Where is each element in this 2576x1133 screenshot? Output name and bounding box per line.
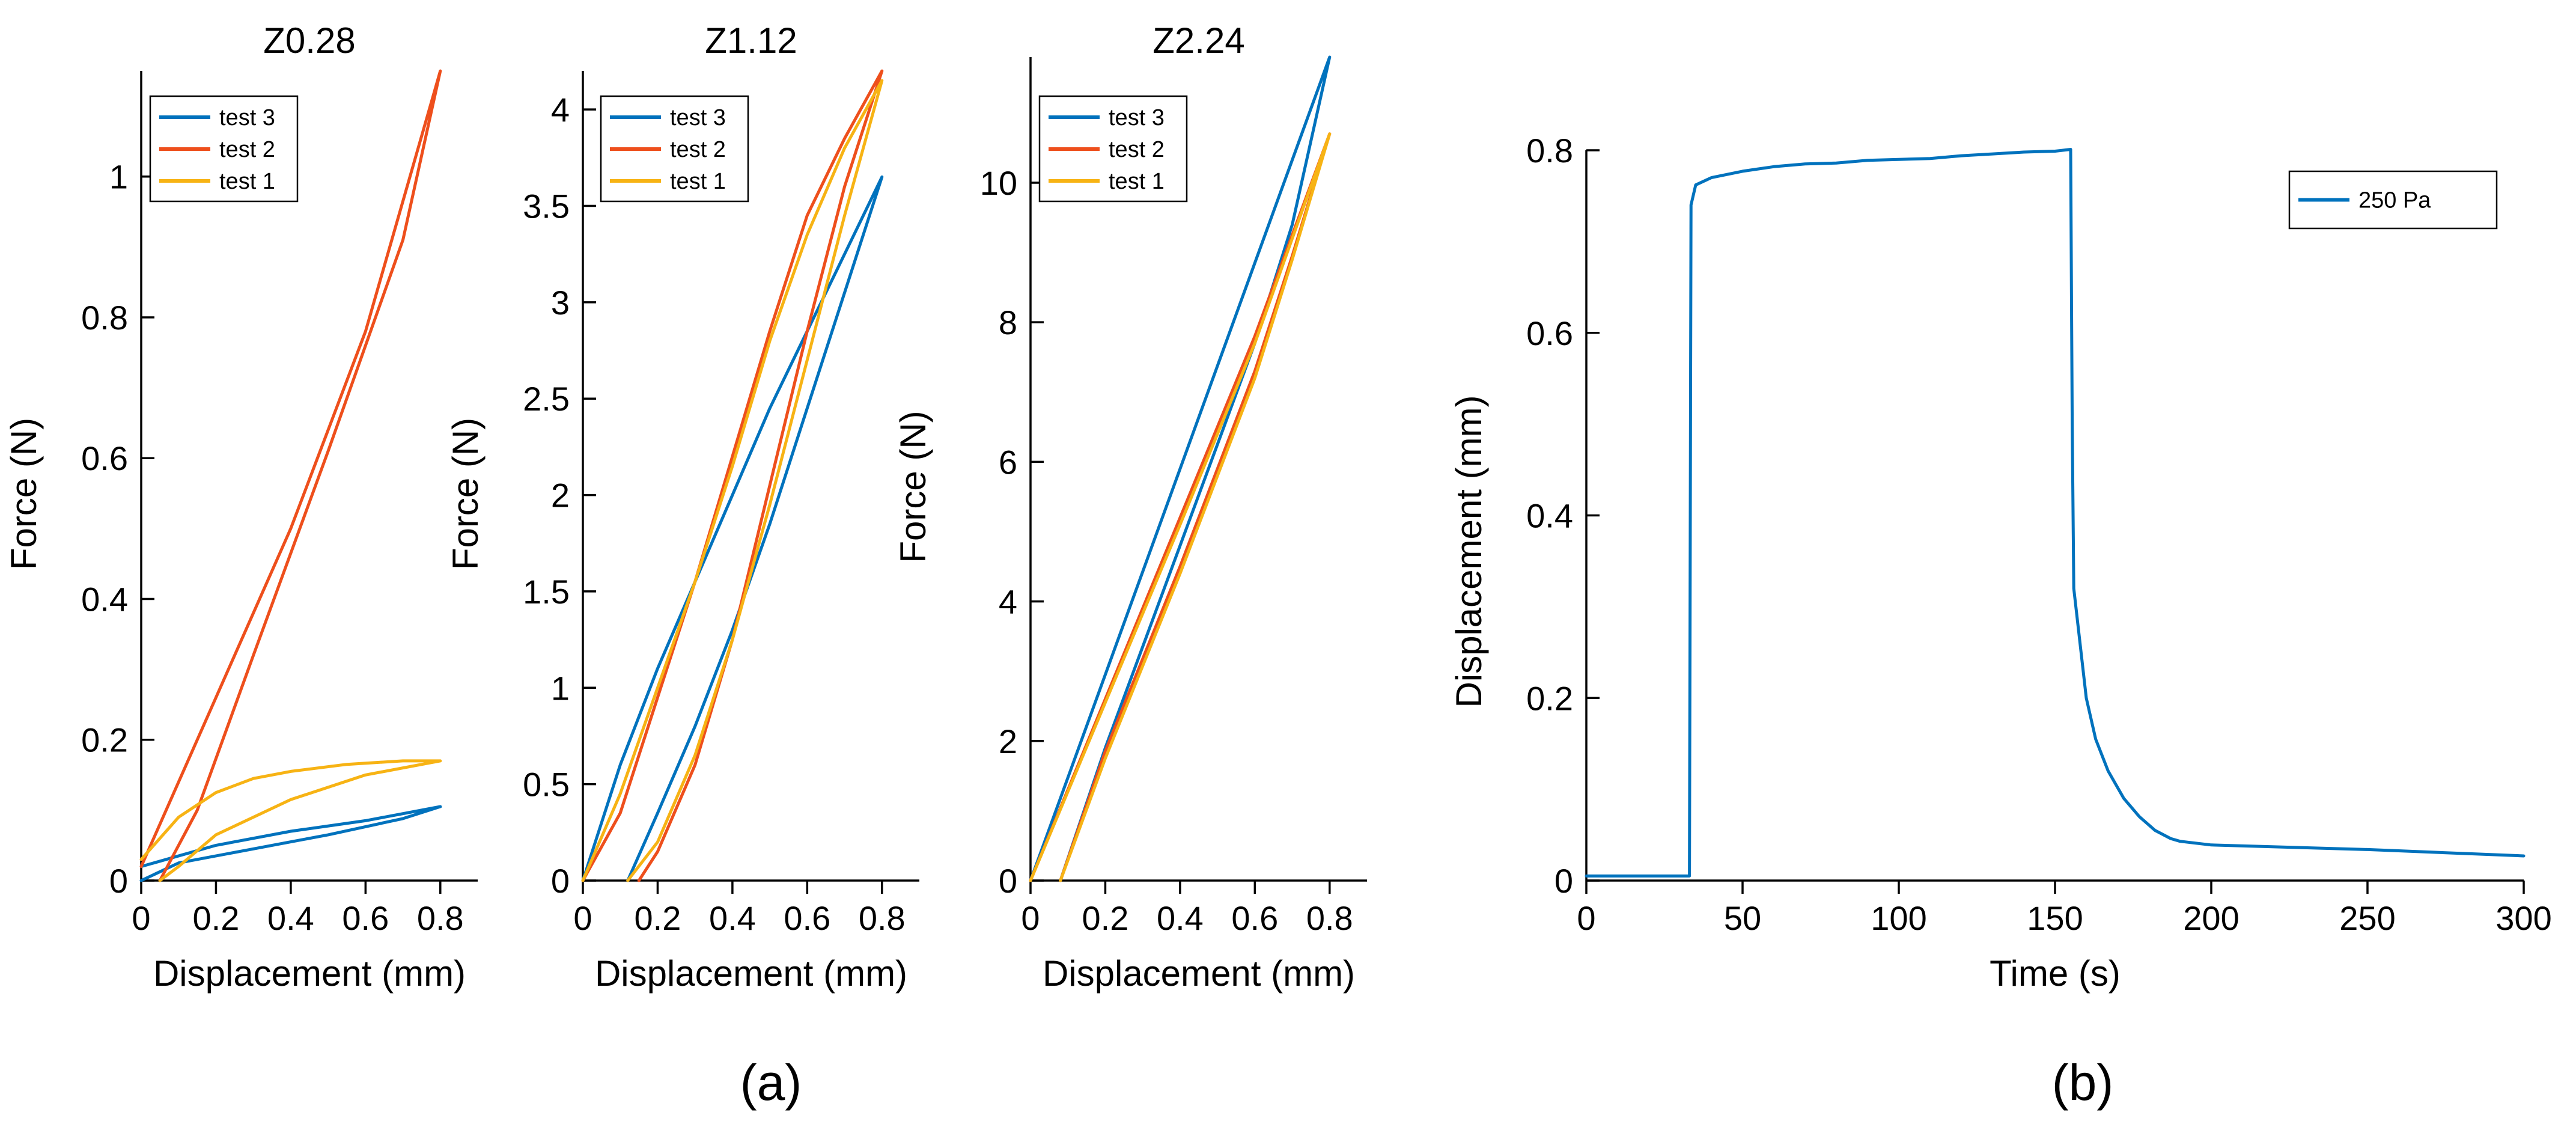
caption-a: (a): [740, 1054, 802, 1111]
x-tick-label: 50: [1724, 899, 1761, 937]
legend-label: test 1: [670, 169, 726, 194]
legend: test 3 test 2 test 1: [600, 95, 749, 203]
y-tick-label: 0.2: [1526, 679, 1573, 717]
series-line: [581, 79, 884, 882]
x-tick-label: 0.8: [859, 899, 906, 937]
chart-title: Z2.24: [1153, 20, 1244, 61]
x-axis-label: Time (s): [1990, 953, 2121, 994]
y-tick-label: 4: [551, 91, 570, 129]
y-tick-label: 4: [999, 583, 1017, 621]
x-tick-label: 200: [2183, 899, 2239, 937]
caption-b: (b): [2052, 1054, 2114, 1111]
chart-title: Z0.28: [263, 20, 355, 61]
y-tick-label: 1: [109, 158, 128, 196]
y-tick-label: 10: [980, 164, 1017, 202]
y-tick-label: 0: [999, 862, 1017, 900]
chart-z112: 0 0.2 0.4 0.6 0.8 0 0.5 1 1.5 2 2.5 3 3.5 4 Displaceme…: [445, 20, 919, 994]
x-tick-label: 300: [2495, 899, 2551, 937]
series-line: [1029, 132, 1332, 882]
x-tick-label: 100: [1871, 899, 1926, 937]
y-tick-label: 0: [551, 862, 570, 900]
x-tick-label: 0: [1021, 899, 1040, 937]
legend-label: test 3: [670, 105, 726, 130]
series-line: [1029, 55, 1332, 882]
y-axis-label: Force (N): [4, 418, 44, 570]
legend-label: test 1: [219, 169, 275, 194]
y-axis-label: Force (N): [893, 411, 933, 563]
x-axis-label: Displacement (mm): [1043, 953, 1355, 994]
x-tick-label: 0.6: [784, 899, 830, 937]
chart-creep: 0 50 100 150 200 250 300 0 0.2 0.4 0.6 0.8 Time (s) D…: [1449, 132, 2552, 994]
x-tick-label: 0: [573, 899, 592, 937]
x-tick-label: 0.6: [1231, 899, 1278, 937]
y-tick-label: 0.2: [81, 721, 128, 759]
y-tick-label: 0.4: [81, 580, 128, 618]
x-tick-label: 0.8: [1306, 899, 1353, 937]
y-tick-label: 0.8: [81, 299, 128, 337]
y-tick-label: 3.5: [523, 188, 570, 225]
series-line: [139, 805, 442, 882]
x-tick-label: 0.4: [709, 899, 756, 937]
legend: test 3 test 2 test 1: [149, 95, 299, 203]
series-line: [139, 759, 442, 882]
y-axis-label: Force (N): [445, 418, 486, 570]
x-axis-label: Displacement (mm): [595, 953, 907, 994]
y-tick-label: 0: [109, 862, 128, 900]
x-tick-label: 0.4: [1157, 899, 1204, 937]
x-tick-label: 150: [2027, 899, 2083, 937]
x-tick-label: 0.4: [267, 899, 314, 937]
x-tick-label: 0.2: [635, 899, 681, 937]
y-tick-label: 6: [999, 443, 1017, 481]
chart-title: Z1.12: [705, 20, 797, 61]
y-tick-label: 0.8: [1526, 132, 1573, 169]
series-line: [581, 175, 884, 882]
x-tick-label: 0: [132, 899, 150, 937]
y-tick-label: 1: [551, 669, 570, 707]
y-tick-label: 0.5: [523, 766, 570, 804]
x-tick-label: 0.2: [1082, 899, 1129, 937]
y-tick-label: 8: [999, 304, 1017, 341]
legend-label: test 2: [670, 137, 726, 162]
y-tick-label: 0.6: [1526, 314, 1573, 352]
y-tick-label: 0: [1554, 862, 1573, 900]
y-tick-label: 0.4: [1526, 497, 1573, 535]
series-line: [1585, 148, 2526, 878]
y-tick-label: 0.6: [81, 439, 128, 477]
legend-label: 250 Pa: [2358, 188, 2431, 213]
legend: 250 Pa: [2288, 170, 2498, 230]
x-tick-label: 250: [2339, 899, 2395, 937]
chart-z028: 0 0.2 0.4 0.6 0.8 0 0.2 0.4 0.6 0.8 1 Displacement …: [4, 20, 478, 994]
x-tick-label: 0.8: [417, 899, 464, 937]
y-tick-label: 2.5: [523, 380, 570, 418]
legend-label: test 3: [219, 105, 275, 130]
legend-label: test 3: [1109, 105, 1165, 130]
x-axis-label: Displacement (mm): [153, 953, 466, 994]
legend-label: test 1: [1109, 169, 1165, 194]
y-axis-label: Displacement (mm): [1449, 395, 1489, 707]
y-tick-label: 3: [551, 284, 570, 322]
legend-label: test 2: [1109, 137, 1165, 162]
x-tick-label: 0: [1577, 899, 1595, 937]
x-tick-label: 0.2: [193, 899, 240, 937]
legend-label: test 2: [219, 137, 275, 162]
chart-z224: 0 0.2 0.4 0.6 0.8 0 2 4 6 8 10 Displacement (mm) For…: [893, 20, 1367, 994]
y-tick-label: 2: [551, 477, 570, 515]
y-tick-label: 1.5: [523, 573, 570, 611]
legend: test 3 test 2 test 1: [1038, 95, 1188, 203]
x-tick-label: 0.6: [342, 899, 389, 937]
series-line: [139, 69, 442, 882]
y-tick-label: 2: [999, 722, 1017, 760]
